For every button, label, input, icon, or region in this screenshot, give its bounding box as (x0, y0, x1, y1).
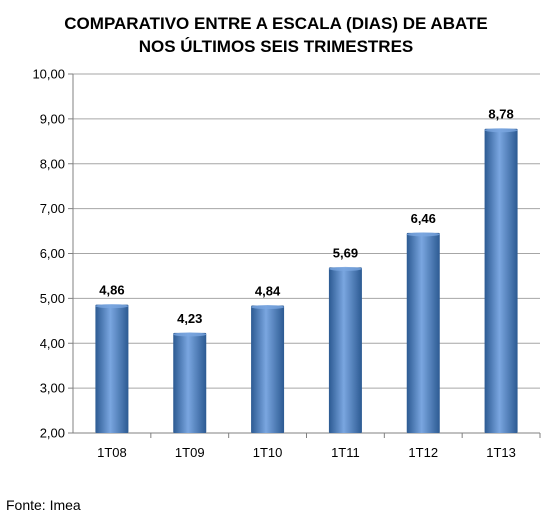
y-tick-label: 2,00 (40, 426, 65, 441)
data-label: 6,46 (411, 211, 436, 226)
chart-title: COMPARATIVO ENTRE A ESCALA (DIAS) DE ABA… (64, 14, 487, 56)
bar-1t09 (173, 332, 207, 433)
axes (68, 73, 541, 438)
y-tick-label: 10,00 (32, 67, 65, 82)
data-label: 4,86 (99, 283, 124, 298)
bar-1t13 (484, 128, 518, 433)
data-label: 8,78 (488, 107, 513, 122)
labels: 2,00 3,00 4,00 5,00 6,00 7,00 8,00 9,00 10,00 4,8… (32, 67, 515, 461)
data-label: 4,84 (255, 284, 281, 299)
y-tick-label: 9,00 (40, 111, 65, 126)
bar-top-highlight (406, 232, 440, 237)
y-tick-label: 4,00 (40, 336, 65, 351)
bar-top-highlight (173, 332, 207, 337)
bar-top-highlight (328, 266, 362, 271)
chart-title-line-1: COMPARATIVO ENTRE A ESCALA (DIAS) DE ABA… (64, 14, 487, 33)
y-tick-label: 3,00 (40, 381, 65, 396)
bar-1t11 (328, 267, 362, 433)
data-label: 5,69 (333, 245, 358, 260)
bar-1t10 (251, 305, 285, 433)
y-tick-label: 8,00 (40, 156, 65, 171)
bar-top-highlight (251, 305, 285, 310)
source-note: Fonte: Imea (6, 497, 81, 513)
gridlines (73, 73, 540, 434)
chart-title-line-2: NOS ÚLTIMOS SEIS TRIMESTRES (139, 37, 414, 56)
x-tick-label: 1T09 (175, 445, 205, 460)
x-tick-label: 1T11 (331, 445, 360, 460)
bar-top-highlight (95, 304, 129, 309)
y-tick-label: 6,00 (40, 246, 65, 261)
bar-1t08 (95, 304, 129, 433)
x-tick-label: 1T12 (408, 445, 438, 460)
bar-1t12 (406, 232, 440, 433)
data-label: 4,23 (177, 311, 202, 326)
bars (95, 128, 518, 433)
y-tick-label: 5,00 (40, 291, 65, 306)
bar-top-highlight (484, 128, 518, 133)
y-tick-label: 7,00 (40, 201, 65, 216)
x-tick-label: 1T10 (253, 445, 283, 460)
x-tick-label: 1T13 (486, 445, 516, 460)
x-tick-label: 1T08 (97, 445, 127, 460)
